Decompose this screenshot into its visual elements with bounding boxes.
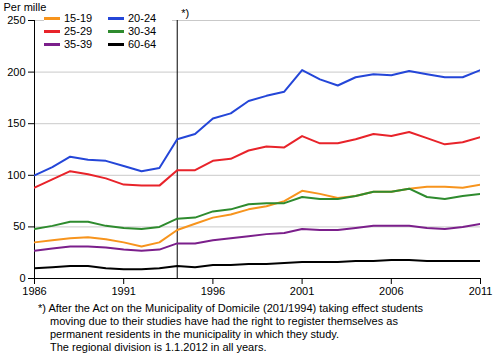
svg-text:100: 100 xyxy=(7,169,25,181)
html-text:25-29: 25-29 xyxy=(64,25,93,37)
svg-text:1996: 1996 xyxy=(201,285,225,297)
svg-text:2006: 2006 xyxy=(379,285,403,297)
html-text:20-24: 20-24 xyxy=(128,12,157,24)
svg-text:Per mille: Per mille xyxy=(4,1,47,13)
html-text:permanent residents in the mun: permanent residents in the municipality … xyxy=(50,328,339,340)
html-text:*) After the Act on the Munici: *) After the Act on the Municipality of … xyxy=(38,302,423,314)
html-text:60-64: 60-64 xyxy=(128,38,157,50)
svg-text:1991: 1991 xyxy=(111,285,135,297)
svg-text:2011: 2011 xyxy=(469,285,493,297)
html-text:The regional division is 1.1.2: The regional division is 1.1.2012 in all… xyxy=(50,341,267,353)
svg-text:150: 150 xyxy=(7,117,25,129)
html-text:30-34: 30-34 xyxy=(128,25,157,37)
svg-text:2001: 2001 xyxy=(290,285,314,297)
html-text:moving due to their studies ha: moving due to their studies have had the… xyxy=(50,315,398,327)
svg-text:50: 50 xyxy=(13,220,25,232)
svg-text:250: 250 xyxy=(7,14,25,26)
html-text:15-19: 15-19 xyxy=(64,12,93,24)
svg-text:*): *) xyxy=(181,7,189,19)
svg-text:1986: 1986 xyxy=(22,285,46,297)
html-text:35-39: 35-39 xyxy=(64,38,93,50)
svg-text:0: 0 xyxy=(19,272,25,284)
svg-text:200: 200 xyxy=(7,66,25,78)
